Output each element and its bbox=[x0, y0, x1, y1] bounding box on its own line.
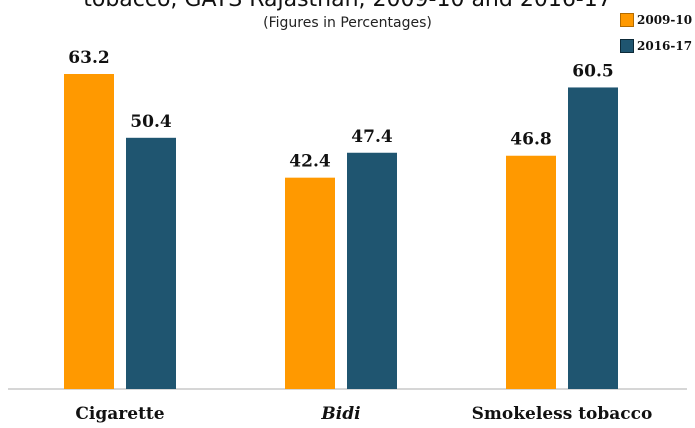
value-label-1-3: 46.8 bbox=[510, 130, 551, 150]
value-label-2-2: 47.4 bbox=[351, 127, 393, 147]
chart-title: tobacco, GATS Rajasthan, 2009-10 and 201… bbox=[0, 0, 695, 14]
legend-swatch-series-2 bbox=[620, 39, 634, 53]
legend-item-series-1: 2009-10 bbox=[620, 12, 692, 28]
value-label-2-3: 60.5 bbox=[572, 61, 613, 81]
legend-label-series-1: 2009-10 bbox=[637, 13, 693, 27]
category-label-2: Bidi bbox=[320, 404, 360, 424]
bars-group bbox=[64, 74, 618, 389]
bar-2-1 bbox=[126, 137, 176, 389]
value-labels-group: 63.2 50.4 42.4 47.4 46.8 60.5 bbox=[68, 48, 613, 172]
chart-legend: 2009-10 2016-17 bbox=[620, 12, 692, 64]
legend-item-series-2: 2016-17 bbox=[620, 38, 692, 54]
value-label-1-2: 42.4 bbox=[289, 152, 331, 172]
bar-1-3 bbox=[506, 155, 556, 389]
bar-1-2 bbox=[285, 177, 335, 389]
legend-swatch-series-1 bbox=[620, 13, 634, 27]
value-label-1-1: 63.2 bbox=[68, 48, 109, 68]
category-label-1: Cigarette bbox=[75, 404, 164, 424]
value-label-2-1: 50.4 bbox=[130, 112, 172, 132]
bar-1-1 bbox=[64, 74, 114, 389]
legend-label-series-2: 2016-17 bbox=[637, 39, 693, 53]
bar-2-2 bbox=[347, 152, 397, 389]
chart-subtitle: (Figures in Percentages) bbox=[263, 15, 432, 31]
bar-2-3 bbox=[568, 87, 618, 389]
category-labels-group: Cigarette Bidi Smokeless tobacco bbox=[75, 404, 652, 424]
category-label-3: Smokeless tobacco bbox=[472, 404, 653, 424]
